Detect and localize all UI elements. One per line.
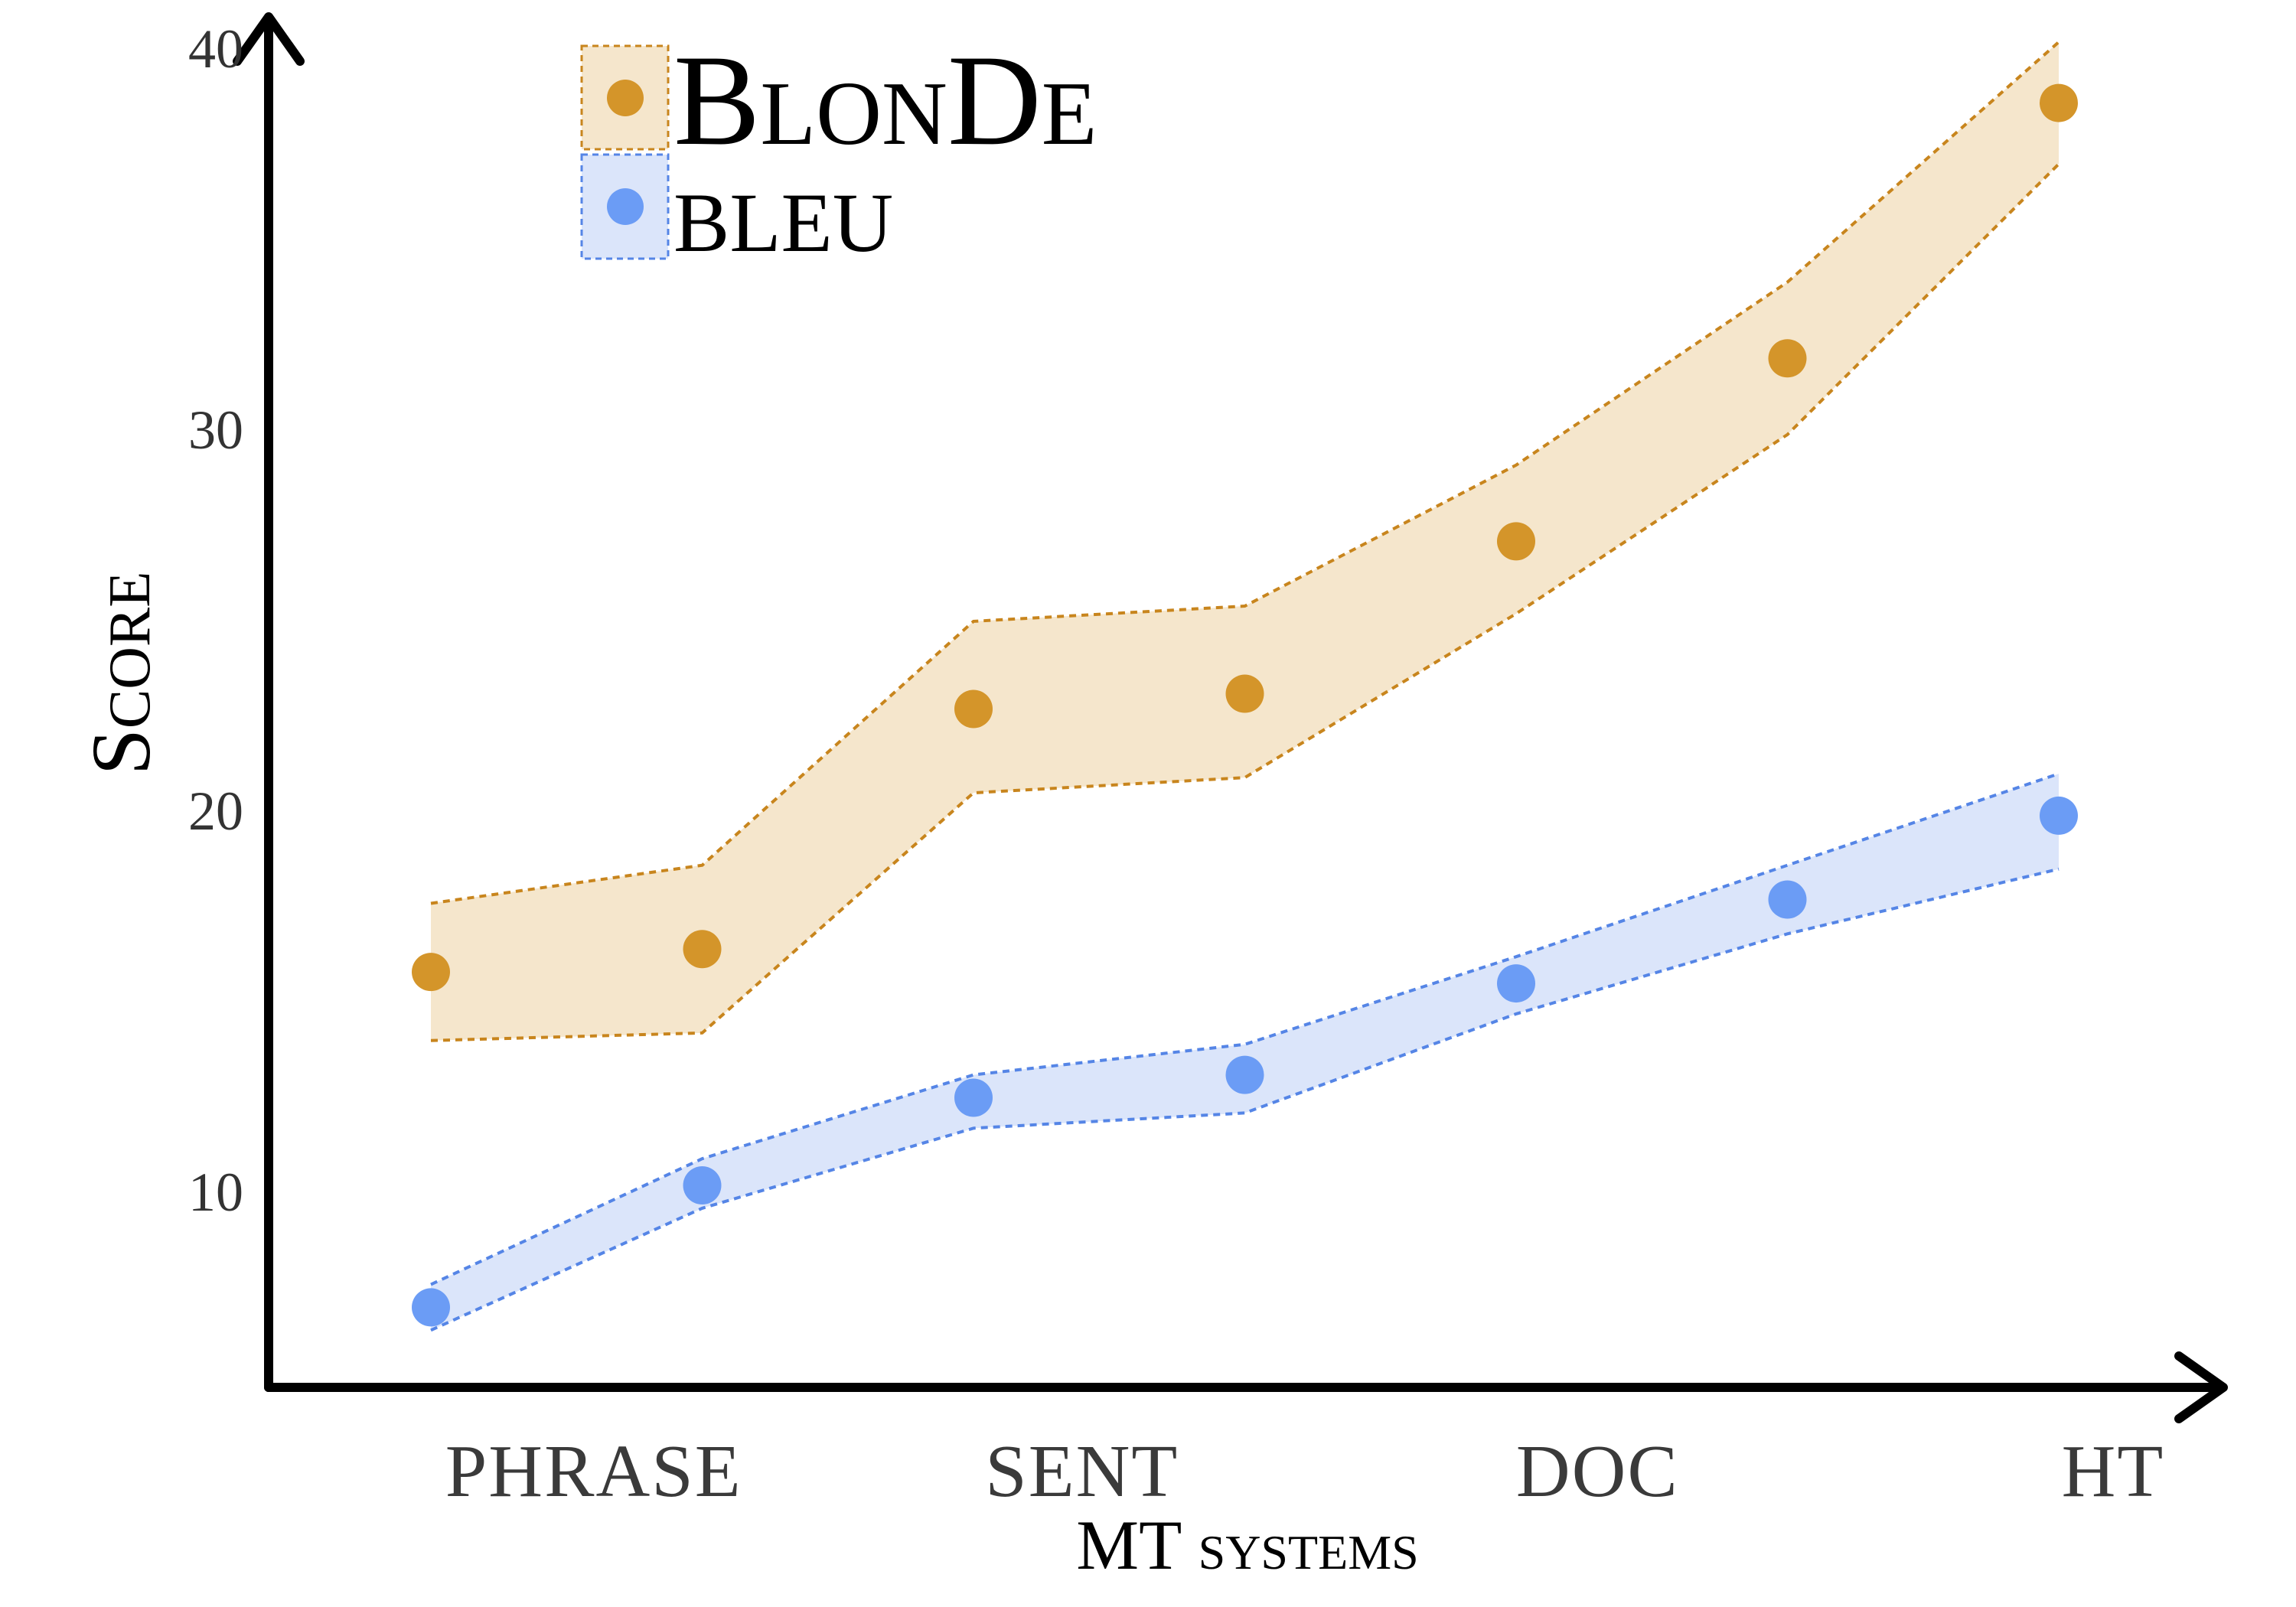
legend: BlonDe BLEU (580, 28, 1097, 269)
x-category-label: SENT (985, 1430, 1179, 1513)
point-bleu-2 (683, 1166, 722, 1205)
band-lower-bleu (430, 867, 2060, 1332)
point-bleu-6 (1768, 880, 1807, 919)
legend-label-blonde: BlonDe (673, 28, 1097, 172)
y-axis (233, 12, 305, 1392)
x-category-label: HT (2062, 1430, 2165, 1513)
legend-item-bleu: BLEU (580, 153, 893, 269)
point-blonde-3 (954, 689, 993, 729)
legend-marker-blonde (607, 80, 644, 116)
point-blonde-4 (1225, 674, 1264, 713)
y-tick-label: 10 (188, 1162, 243, 1223)
band-lower-blonde (430, 162, 2060, 1042)
point-bleu-4 (1225, 1055, 1264, 1094)
bands-layer (430, 41, 2060, 1332)
band-upper-blonde (430, 41, 2060, 905)
point-blonde-2 (683, 930, 722, 969)
band-upper-bleu (430, 772, 2060, 1286)
y-tick-label: 20 (188, 781, 243, 842)
legend-label-bleu: BLEU (673, 176, 893, 269)
legend-marker-bleu (607, 188, 644, 225)
points-layer (412, 83, 2078, 1327)
x-axis-title: MT systems (1076, 1506, 1418, 1584)
point-bleu-1 (412, 1288, 450, 1327)
point-bleu-3 (954, 1078, 993, 1117)
point-blonde-6 (1768, 339, 1807, 378)
band-bleu (431, 774, 2059, 1331)
x-category-labels: PHRASE SENT DOC HT (445, 1430, 2165, 1513)
point-bleu-5 (1497, 964, 1535, 1003)
point-blonde-1 (412, 953, 450, 992)
point-bleu-7 (2040, 796, 2078, 835)
point-blonde-5 (1497, 522, 1535, 561)
y-axis-title: Score (74, 572, 168, 776)
point-blonde-7 (2040, 83, 2078, 122)
legend-item-blonde: BlonDe (580, 28, 1097, 172)
y-tick-label: 30 (188, 399, 243, 461)
x-category-label: PHRASE (445, 1430, 742, 1513)
y-tick-labels: 10 20 30 40 (188, 18, 243, 1223)
y-tick-label: 40 (188, 18, 243, 80)
x-axis (264, 1351, 2228, 1423)
x-category-label: DOC (1516, 1430, 1679, 1513)
band-blonde (431, 41, 2059, 1041)
